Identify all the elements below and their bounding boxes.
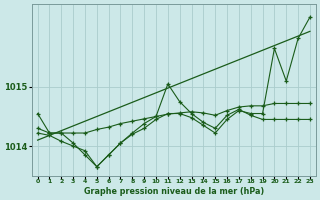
X-axis label: Graphe pression niveau de la mer (hPa): Graphe pression niveau de la mer (hPa) (84, 187, 264, 196)
